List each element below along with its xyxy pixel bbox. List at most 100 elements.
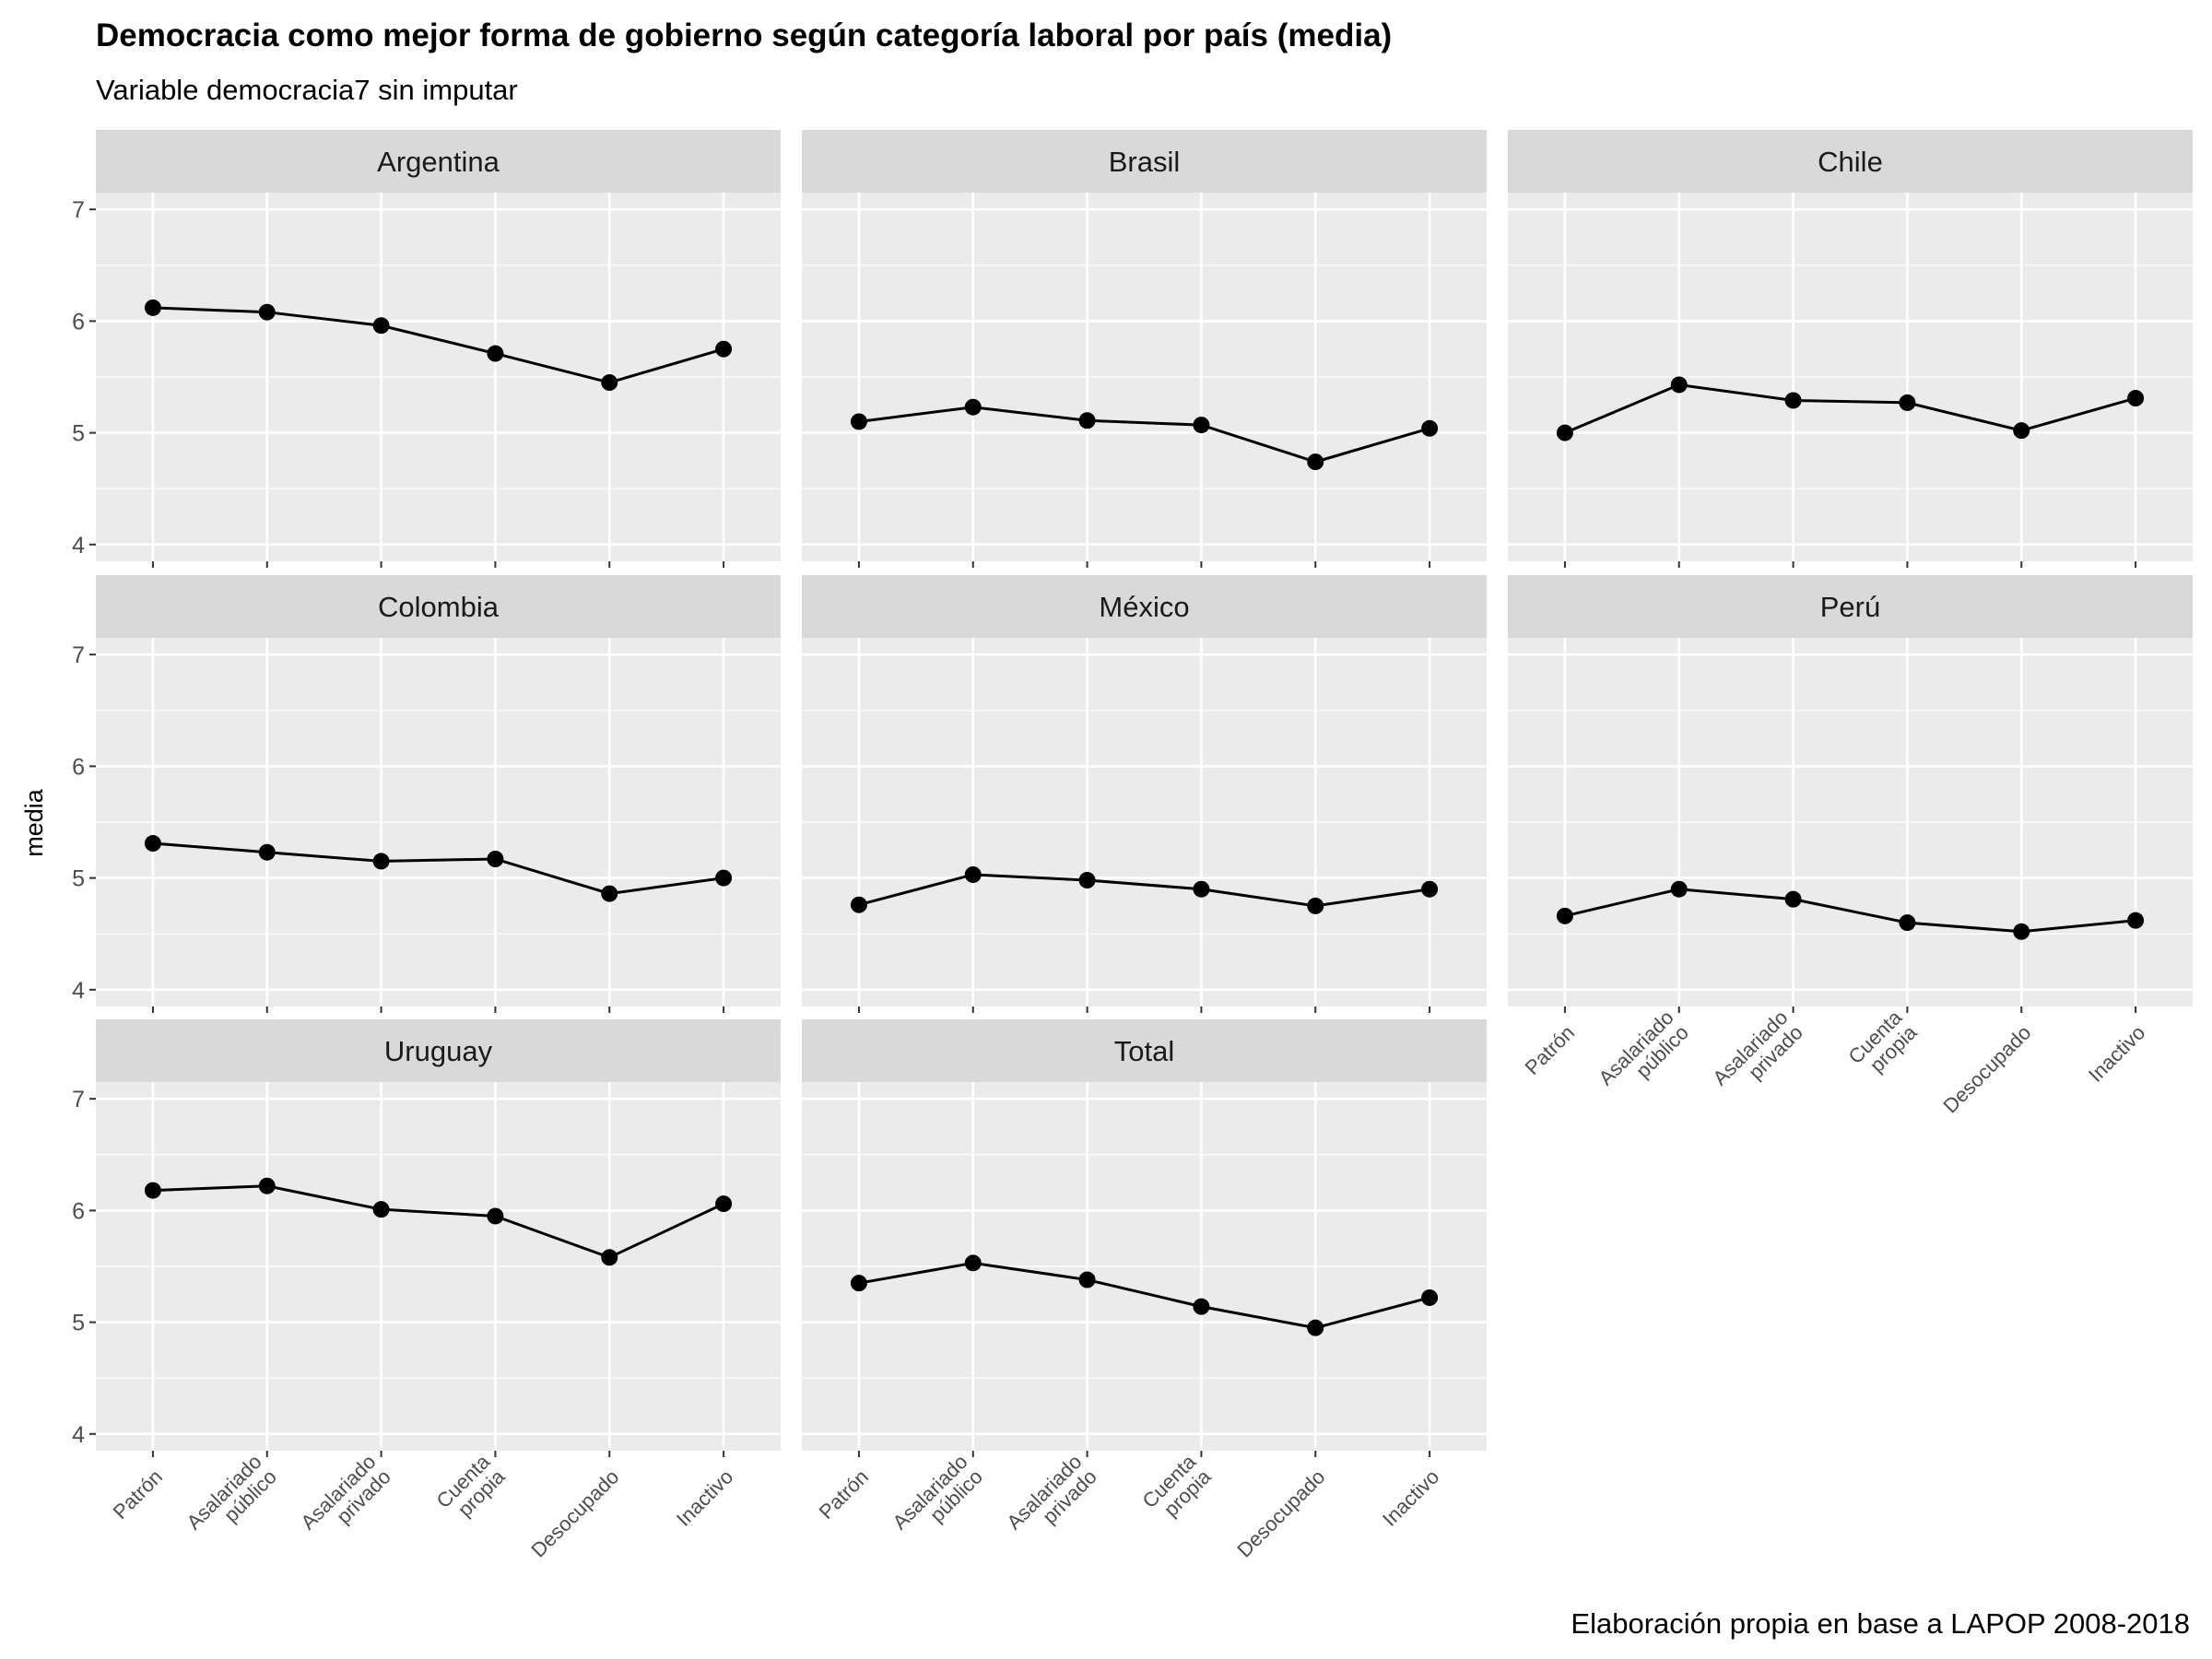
- data-point: [144, 835, 161, 853]
- data-point: [1670, 376, 1688, 394]
- series-line: [152, 1184, 724, 1259]
- facet-strip: [1508, 575, 2193, 638]
- y-axis-label: media: [20, 788, 48, 857]
- x-tick-label: Cuentapropia: [431, 1450, 510, 1528]
- chart-title: Democracia como mejor forma de gobierno …: [96, 18, 1392, 53]
- data-point: [850, 413, 867, 430]
- data-point: [2127, 390, 2145, 407]
- series-line: [1564, 888, 2136, 934]
- data-point: [258, 843, 276, 861]
- data-point: [144, 299, 161, 316]
- x-tick-label: Patrón: [109, 1465, 168, 1524]
- data-point: [601, 1249, 618, 1266]
- data-point: [258, 1177, 276, 1194]
- facet-strip: [802, 1019, 1487, 1082]
- data-point: [850, 1275, 867, 1292]
- data-point: [1307, 897, 1324, 914]
- data-point: [1899, 914, 1916, 932]
- data-point: [1784, 392, 1802, 409]
- y-tick-label: 4: [72, 533, 85, 559]
- data-point: [2013, 923, 2030, 940]
- x-tick-label: Asalariadoprivado: [1708, 1006, 1806, 1104]
- data-point: [601, 374, 618, 392]
- x-tick-label: Cuentapropia: [1137, 1450, 1216, 1528]
- data-point: [1193, 417, 1210, 434]
- series-line: [1564, 382, 2136, 434]
- data-point: [258, 303, 276, 321]
- x-tick-label: Asalariadoprivado: [1002, 1450, 1100, 1548]
- y-tick-label: 7: [72, 197, 85, 223]
- x-tick-label: Patrón: [1521, 1021, 1580, 1080]
- x-tick-label: Desocupado: [1938, 1021, 2035, 1118]
- data-point: [1193, 880, 1210, 898]
- data-point: [964, 1254, 982, 1272]
- data-point: [1421, 880, 1439, 898]
- data-point: [487, 1207, 504, 1225]
- facet-strip-label: Perú: [1820, 591, 1880, 623]
- data-point: [601, 885, 618, 902]
- data-point: [1193, 1298, 1210, 1315]
- chart-subtitle: Variable democracia7 sin imputar: [96, 74, 518, 106]
- facet-strip: [96, 1019, 781, 1082]
- x-tick-label: Desocupado: [1232, 1465, 1329, 1562]
- data-point: [144, 1182, 161, 1199]
- data-point: [964, 398, 982, 416]
- facet-panels: Argentina 4 5 6 7 Brasil Chile Colombia 4 5 6 7 Méxi…: [72, 130, 2193, 1562]
- y-tick-label: 4: [72, 1422, 85, 1448]
- facet-strip: [1508, 130, 2193, 193]
- data-point: [1078, 872, 1096, 889]
- x-tick-label: Asalariadopúblico: [1594, 1006, 1692, 1104]
- y-tick-label: 6: [72, 309, 85, 335]
- facet-strip: [802, 575, 1487, 638]
- facet-panel-0: Argentina 4 5 6 7: [72, 130, 781, 568]
- data-point: [1670, 880, 1688, 898]
- data-point: [1078, 412, 1096, 429]
- data-point: [964, 865, 982, 883]
- y-tick-label: 6: [72, 754, 85, 780]
- chart-caption: Elaboración propia en base a LAPOP 2008-…: [1571, 1607, 2190, 1640]
- series-line: [858, 873, 1430, 908]
- x-tick-label: Inactivo: [1378, 1465, 1443, 1531]
- facet-panel-6: Uruguay 4 5 6 7: [72, 1019, 781, 1457]
- data-point: [2013, 422, 2030, 440]
- x-tick-label: Desocupado: [526, 1465, 623, 1562]
- data-point: [1421, 419, 1439, 437]
- data-point: [372, 1201, 390, 1218]
- data-point: [1078, 1271, 1096, 1288]
- y-tick-label: 5: [72, 866, 85, 892]
- data-point: [487, 851, 504, 867]
- facet-panel-1: Brasil: [802, 130, 1487, 568]
- series-line: [152, 841, 724, 896]
- x-tick-label: Patrón: [815, 1465, 874, 1524]
- data-point: [850, 896, 867, 913]
- data-point: [1421, 1288, 1439, 1306]
- facet-panel-4: México: [802, 575, 1487, 1013]
- facet-panel-5: Perú: [1508, 575, 2193, 1013]
- facet-strip-label: Brasil: [1109, 146, 1181, 178]
- x-tick-label: Inactivo: [2084, 1021, 2149, 1087]
- data-point: [1307, 453, 1324, 471]
- y-tick-label: 7: [72, 642, 85, 668]
- x-tick-label: Asalariadopúblico: [182, 1450, 280, 1548]
- data-point: [372, 317, 390, 335]
- facet-panel-7: Total: [802, 1019, 1487, 1457]
- facet-strip: [96, 130, 781, 193]
- series-line: [858, 1261, 1430, 1330]
- facet-panel-3: Colombia 4 5 6 7: [72, 575, 781, 1013]
- data-point: [487, 345, 504, 362]
- y-tick-label: 5: [72, 1311, 85, 1336]
- x-tick-label: Asalariadopúblico: [888, 1450, 986, 1548]
- data-point: [715, 869, 733, 887]
- y-tick-label: 5: [72, 421, 85, 447]
- facet-strip-label: Chile: [1818, 146, 1883, 178]
- facet-strip-label: Uruguay: [384, 1035, 493, 1067]
- data-point: [715, 1195, 733, 1213]
- data-point: [1899, 394, 1916, 411]
- facet-strip-label: Total: [1114, 1035, 1174, 1067]
- series-line: [152, 306, 724, 384]
- data-point: [1784, 890, 1802, 908]
- y-tick-label: 7: [72, 1087, 85, 1112]
- facet-strip-label: México: [1099, 591, 1189, 623]
- data-point: [715, 340, 733, 358]
